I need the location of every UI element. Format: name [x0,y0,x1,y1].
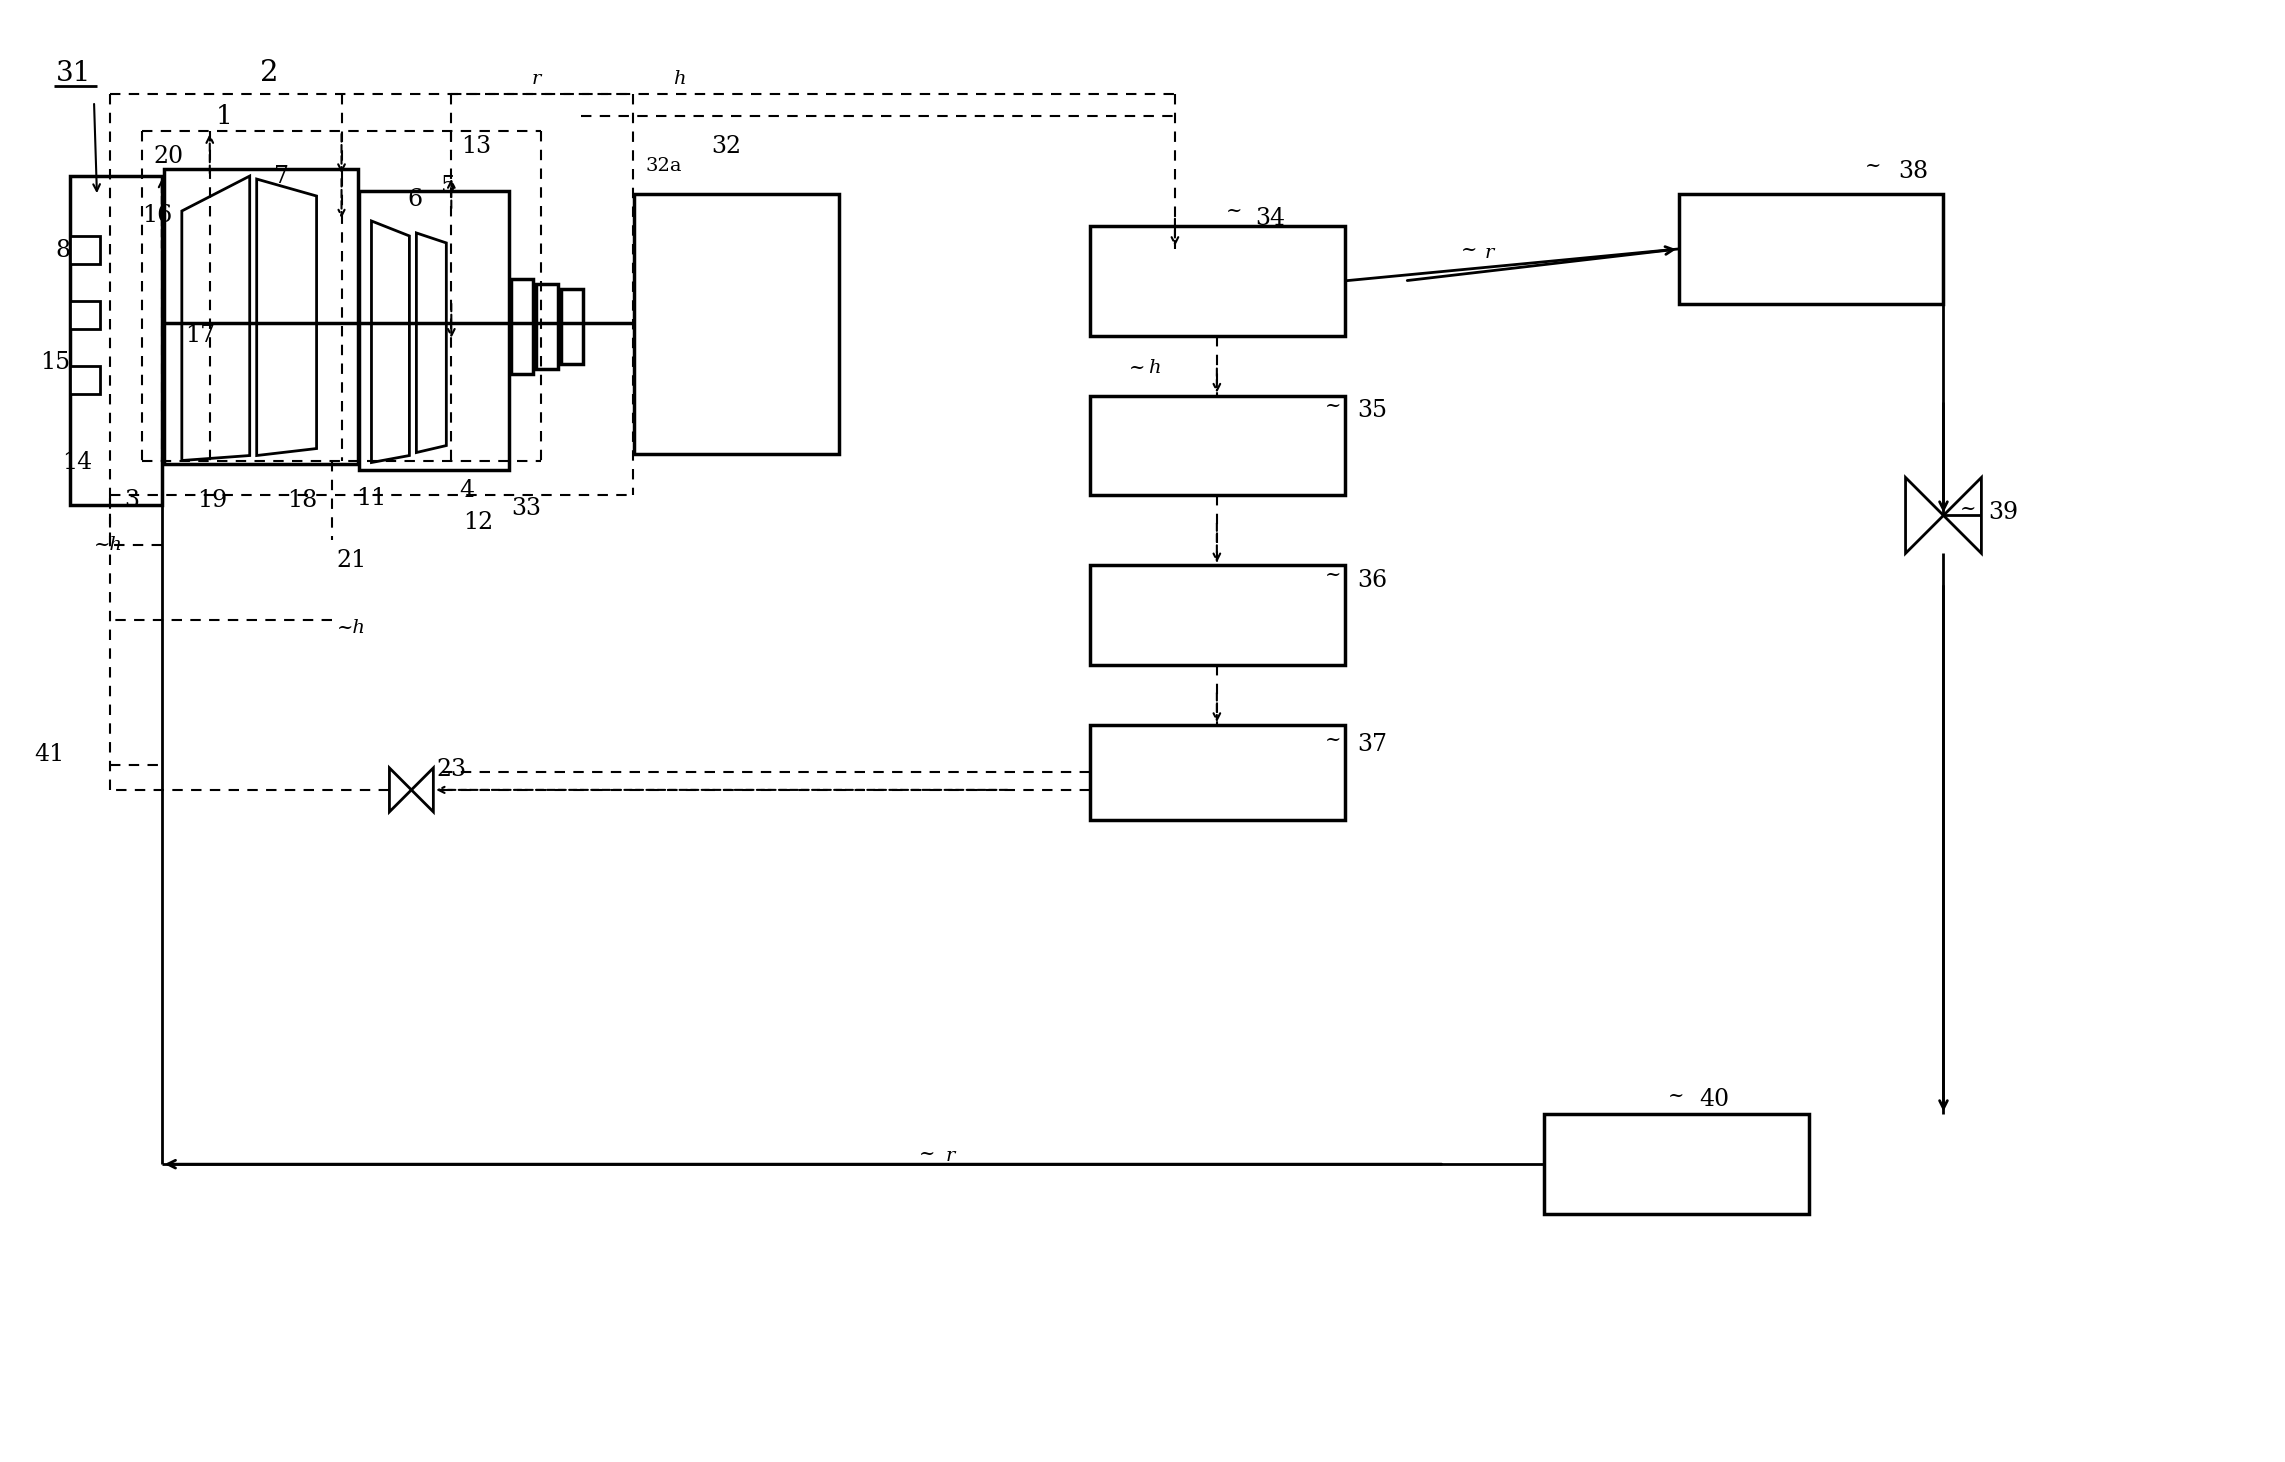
Bar [537,284,558,368]
Text: r: r [532,70,542,88]
Text: ~: ~ [1668,1088,1684,1105]
Bar [1545,1114,1810,1213]
Text: 6: 6 [407,187,423,211]
Text: 16: 16 [142,205,171,228]
Text: 40: 40 [1700,1088,1730,1111]
Text: ~: ~ [1129,358,1145,377]
Bar [71,235,101,263]
Text: 7: 7 [274,165,290,187]
Bar [1090,725,1344,820]
Text: 23: 23 [436,759,466,781]
Text: 21: 21 [336,548,368,572]
Text: h: h [1147,358,1161,377]
Text: 39: 39 [1988,501,2018,523]
Text: ~: ~ [1225,202,1241,219]
Bar [1090,566,1344,665]
Text: ~h: ~h [336,620,366,637]
Text: 17: 17 [185,325,215,348]
Text: 1: 1 [215,104,233,129]
Text: 19: 19 [197,488,226,512]
Text: ~h: ~h [94,537,123,554]
Bar [71,301,101,329]
Text: r: r [1485,244,1494,262]
Text: 38: 38 [1899,159,1929,183]
Text: ~: ~ [1325,731,1341,749]
Text: ~: ~ [1460,241,1478,259]
Bar [1679,194,1945,304]
Text: ~: ~ [1961,500,1977,518]
Text: 2: 2 [260,60,279,88]
Text: 32: 32 [711,135,740,158]
Text: ~: ~ [919,1145,935,1164]
Text: ~: ~ [1325,566,1341,585]
Text: 20: 20 [153,145,185,168]
Text: ~: ~ [1865,156,1881,175]
Text: 8: 8 [55,240,71,262]
Text: 31: 31 [57,60,91,86]
Text: 3: 3 [123,488,139,512]
Text: r: r [946,1148,955,1165]
Text: ~: ~ [1325,396,1341,415]
Bar [562,289,583,364]
Text: 41: 41 [34,744,64,766]
Text: 34: 34 [1254,208,1284,231]
Bar [1090,396,1344,496]
Text: 35: 35 [1357,399,1387,423]
Text: 5: 5 [441,174,457,197]
Bar [165,170,359,463]
Text: 18: 18 [286,488,318,512]
Text: 14: 14 [62,450,91,474]
Text: 13: 13 [462,135,491,158]
Text: 15: 15 [39,351,71,374]
Bar [71,175,162,506]
Text: 4: 4 [459,480,475,501]
Text: 36: 36 [1357,569,1387,592]
Bar [633,194,839,453]
Text: 33: 33 [512,497,542,520]
Bar [1090,227,1344,336]
Bar [512,279,532,374]
Bar [71,366,101,393]
Text: 12: 12 [464,510,494,534]
Text: 11: 11 [356,487,386,510]
Text: 37: 37 [1357,734,1387,756]
Text: 32a: 32a [647,156,683,175]
Bar [359,192,510,471]
Text: h: h [672,70,686,88]
